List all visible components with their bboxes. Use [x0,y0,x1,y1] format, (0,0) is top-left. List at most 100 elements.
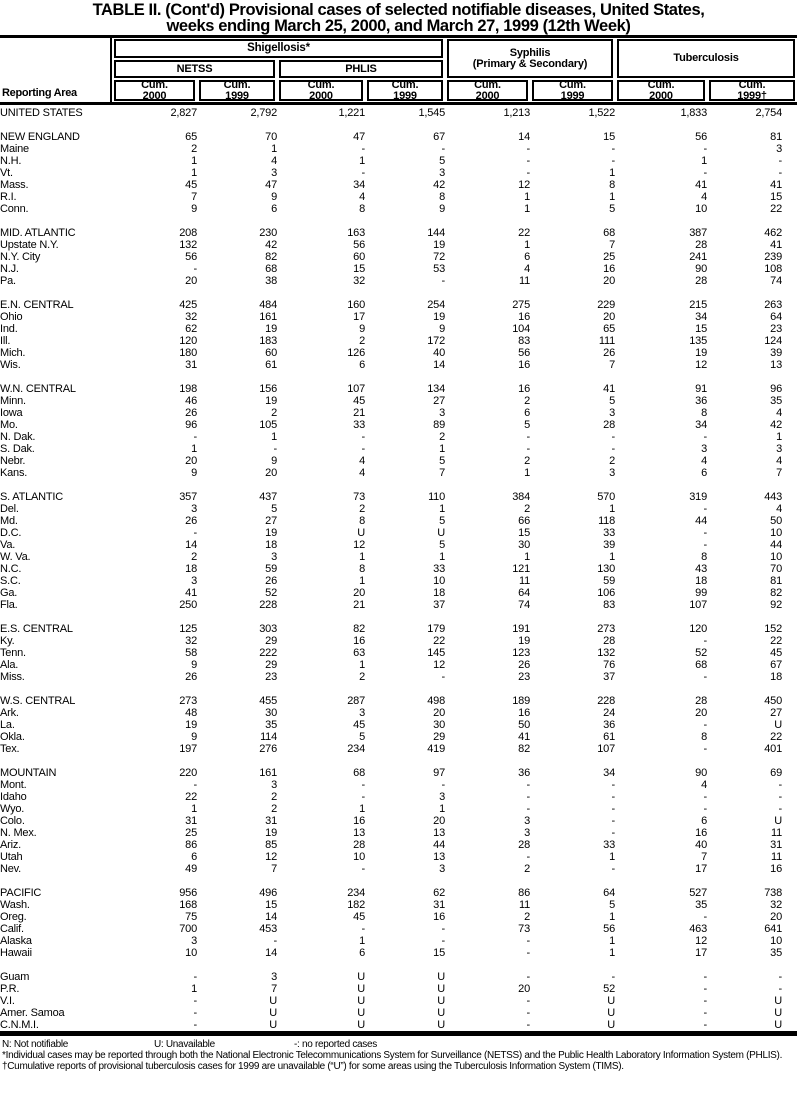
area-cell: Mont. [0,779,27,791]
value-cell: 437 [259,491,277,503]
value-cell: - [526,443,531,455]
table-row-state: Mo. 96 105 33 89 5 28 34 42 [0,419,797,431]
value-cell: - [611,155,616,167]
value-cell: 1 [439,803,445,815]
table-row-state: Ky. 32 29 16 22 19 28 - 22 [0,635,797,647]
area-cell: Mass. [0,179,29,191]
value-cell: 12 [695,359,707,371]
value-cell: 18 [185,563,197,575]
value-cell: 9 [191,659,197,671]
value-cell: 39 [770,347,782,359]
value-cell: 5 [609,899,615,911]
value-cell: 61 [265,359,277,371]
value-cell: 20 [185,275,197,287]
value-cell: 15 [265,899,277,911]
value-cell: 16 [433,911,445,923]
value-cell: 26 [518,659,530,671]
value-cell: 2 [524,911,530,923]
value-cell: 82 [770,587,782,599]
table-row-territory: V.I. - U U U - U - U [0,995,797,1007]
value-cell: 425 [179,299,197,311]
value-cell: 3 [609,467,615,479]
value-cell: 230 [259,227,277,239]
value-cell: 82 [518,743,530,755]
syphilis-group-header: Syphilis (Primary & Secondary) [447,39,613,78]
value-cell: 4 [776,407,782,419]
area-cell: Wis. [0,359,21,371]
value-cell: - [703,1007,708,1019]
area-cell: N.Y. City [0,251,41,263]
value-cell: 1 [191,443,197,455]
value-cell: 2 [359,335,365,347]
value-cell: 27 [265,515,277,527]
value-cell: 234 [347,887,365,899]
value-cell: 3 [271,167,277,179]
value-cell: 124 [764,335,782,347]
spacer-row [0,959,797,971]
value-cell: 82 [265,251,277,263]
table-body: UNITED STATES 2,827 2,792 1,221 1,545 1,213 1,… [0,107,797,1031]
bottom-rule-divider [0,1031,797,1036]
value-cell: 41 [770,179,782,191]
value-cell: 126 [347,347,365,359]
year-label: 1999 [393,89,417,102]
col-header-phlis-cum-2000: Cum. 2000 [279,80,363,101]
table-row-state: Ariz. 86 85 28 44 28 33 40 31 [0,839,797,851]
value-cell: 26 [185,671,197,683]
value-cell: 453 [259,923,277,935]
value-cell: 91 [695,383,707,395]
value-cell: 384 [512,491,530,503]
value-cell: 22 [185,791,197,803]
value-cell: U [774,719,782,731]
value-cell: 10 [695,203,707,215]
value-cell: 16 [518,707,530,719]
area-cell: Minn. [0,395,26,407]
value-cell: 2 [359,671,365,683]
value-cell: 11 [518,575,530,587]
value-cell: U [357,1007,365,1019]
col-header-netss-cum-1999: Cum. 1999 [199,80,275,101]
value-cell: 28 [353,839,365,851]
value-cell: - [526,935,531,947]
col-header-phlis-cum-1999: Cum. 1999 [367,80,443,101]
value-cell: 49 [185,863,197,875]
value-cell: 17 [353,311,365,323]
legend-unavailable: U: Unavailable [154,1039,215,1050]
area-cell: C.N.M.I. [0,1019,39,1031]
value-cell: 275 [512,299,530,311]
value-cell: 6 [701,467,707,479]
spacer-cell [0,119,797,131]
area-cell: Alaska [0,935,32,947]
value-cell: 33 [433,563,445,575]
year-label: 2000 [649,89,673,102]
value-cell: - [611,791,616,803]
table-row-state: N.Y. City 56 82 60 72 6 25 241 239 [0,251,797,263]
table-row-region: E.N. CENTRAL 425 484 160 254 275 229 215 263 [0,299,797,311]
value-cell: 160 [347,299,365,311]
table-row-state: Kans. 9 20 4 7 1 3 6 7 [0,467,797,479]
value-cell: 120 [689,623,707,635]
value-cell: 67 [770,659,782,671]
value-cell: - [611,431,616,443]
value-cell: 4 [701,779,707,791]
cum-label: Cum. [647,79,675,91]
value-cell: 89 [433,419,445,431]
value-cell: - [703,791,708,803]
spacer-cell [0,611,797,623]
value-cell: 1,545 [418,107,445,119]
value-cell: 114 [260,731,277,743]
value-cell: 273 [597,623,615,635]
value-cell: 4 [701,191,707,203]
value-cell: - [778,803,783,815]
value-cell: 26 [185,407,197,419]
value-cell: 41 [770,239,782,251]
table-row-state: Alaska 3 - 1 - - 1 12 10 [0,935,797,947]
value-cell: 16 [518,383,530,395]
value-cell: 107 [347,383,365,395]
value-cell: 45 [185,179,197,191]
syphilis-header-line1: Syphilis [509,47,551,59]
value-cell: 12 [518,179,530,191]
value-cell: 319 [689,491,707,503]
table-row-state: La. 19 35 45 30 50 36 - U [0,719,797,731]
table-row-state: N.C. 18 59 8 33 121 130 43 70 [0,563,797,575]
